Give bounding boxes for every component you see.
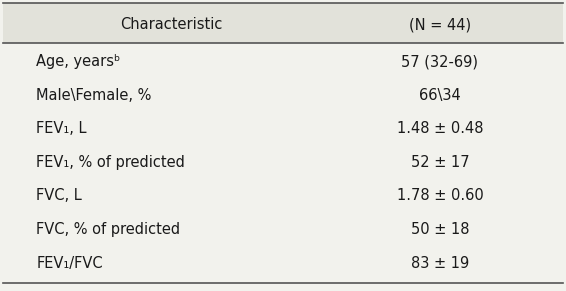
Text: FEV₁/FVC: FEV₁/FVC [36,255,103,271]
Text: 50 ± 18: 50 ± 18 [411,222,469,237]
Text: FEV₁, % of predicted: FEV₁, % of predicted [36,155,185,170]
Text: 52 ± 17: 52 ± 17 [410,155,469,170]
Text: Male\Female, %: Male\Female, % [36,88,152,103]
Text: (N = 44): (N = 44) [409,17,471,32]
FancyBboxPatch shape [3,3,563,43]
Text: 1.48 ± 0.48: 1.48 ± 0.48 [397,121,483,136]
Text: 83 ± 19: 83 ± 19 [411,255,469,271]
Text: FVC, % of predicted: FVC, % of predicted [36,222,181,237]
Text: Characteristic: Characteristic [120,17,222,32]
Text: 57 (32-69): 57 (32-69) [401,54,478,69]
Text: 66\34: 66\34 [419,88,461,103]
Text: 1.78 ± 0.60: 1.78 ± 0.60 [397,188,483,203]
Text: Age, yearsᵇ: Age, yearsᵇ [36,54,121,69]
Text: FEV₁, L: FEV₁, L [36,121,87,136]
Text: FVC, L: FVC, L [36,188,82,203]
